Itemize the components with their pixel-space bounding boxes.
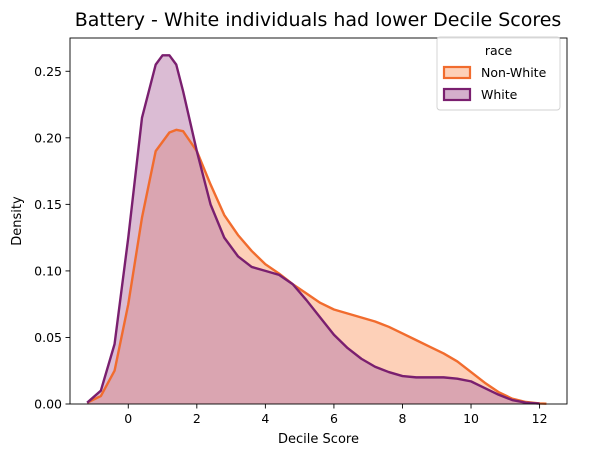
x-axis: 0 2 4 6 8 10 12 <box>124 404 548 426</box>
legend-swatch-non-white <box>442 65 472 80</box>
y-tick-label: 0.15 <box>34 197 62 212</box>
series-line-non-white <box>86 128 547 405</box>
series-layer <box>86 54 547 405</box>
legend-swatch-white <box>442 87 472 102</box>
x-tick-label: 10 <box>463 411 479 426</box>
x-tick-label: 2 <box>193 411 201 426</box>
y-axis: 0.00 0.05 0.10 0.15 0.20 0.25 <box>34 64 70 412</box>
x-tick-label: 4 <box>261 411 269 426</box>
y-tick-label: 0.05 <box>34 330 62 345</box>
legend: race Non-White White <box>436 36 561 111</box>
x-tick-label: 6 <box>330 411 338 426</box>
chart-title: Battery - White individuals had lower De… <box>75 9 562 31</box>
series-line-white <box>86 54 540 405</box>
y-axis-label: Density <box>10 196 25 246</box>
y-tick-label: 0.20 <box>34 130 62 145</box>
plot-frame <box>69 37 568 405</box>
x-tick-label: 8 <box>398 411 406 426</box>
legend-entries: Non-White White <box>442 65 547 102</box>
y-tick-label: 0.10 <box>34 263 62 278</box>
y-tick-label: 0.25 <box>34 64 62 79</box>
legend-label-white: White <box>481 87 518 102</box>
series-area-white <box>87 55 540 405</box>
y-tick-label: 0.00 <box>34 397 62 412</box>
legend-title: race <box>485 43 513 58</box>
x-axis-label: Decile Score <box>278 432 359 447</box>
x-tick-label: 0 <box>124 411 132 426</box>
plot-area <box>69 37 568 405</box>
legend-label-non-white: Non-White <box>481 65 547 80</box>
x-tick-label: 12 <box>532 411 548 426</box>
